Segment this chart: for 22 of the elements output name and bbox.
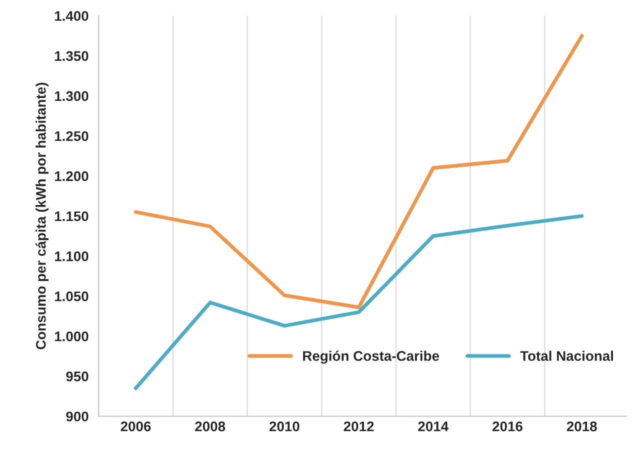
x-tick-label: 2008	[195, 421, 226, 432]
legend-label: Región Costa-Caribe	[303, 350, 440, 364]
y-tick-label: 1.000	[54, 331, 88, 342]
line-series	[134, 34, 584, 310]
legend-label: Total Nacional	[520, 350, 613, 361]
y-tick-label: 1.250	[54, 131, 88, 142]
y-tick-label: 1.400	[54, 11, 88, 21]
x-tick-label: 2014	[418, 421, 449, 432]
y-tick-label: 1.050	[54, 291, 88, 302]
y-tick-label: 950	[66, 372, 88, 382]
x-tick-label: 2010	[269, 421, 300, 432]
y-tick-label: 1.100	[54, 251, 88, 262]
x-tick-label: 2016	[492, 421, 522, 432]
x-tick-label: 2006	[120, 421, 151, 432]
y-tick-label: 1.150	[54, 211, 88, 222]
y-tick-label: 1.300	[54, 91, 88, 102]
y-tick-label: 900	[66, 412, 88, 422]
x-tick-label: 2012	[344, 421, 374, 432]
y-axis-title: Consumo per cápita (kWh por habitante)	[35, 82, 49, 350]
x-tick-label: 2018	[566, 421, 597, 432]
y-tick-label: 1.350	[54, 51, 88, 61]
y-tick-label: 1.200	[54, 171, 88, 182]
